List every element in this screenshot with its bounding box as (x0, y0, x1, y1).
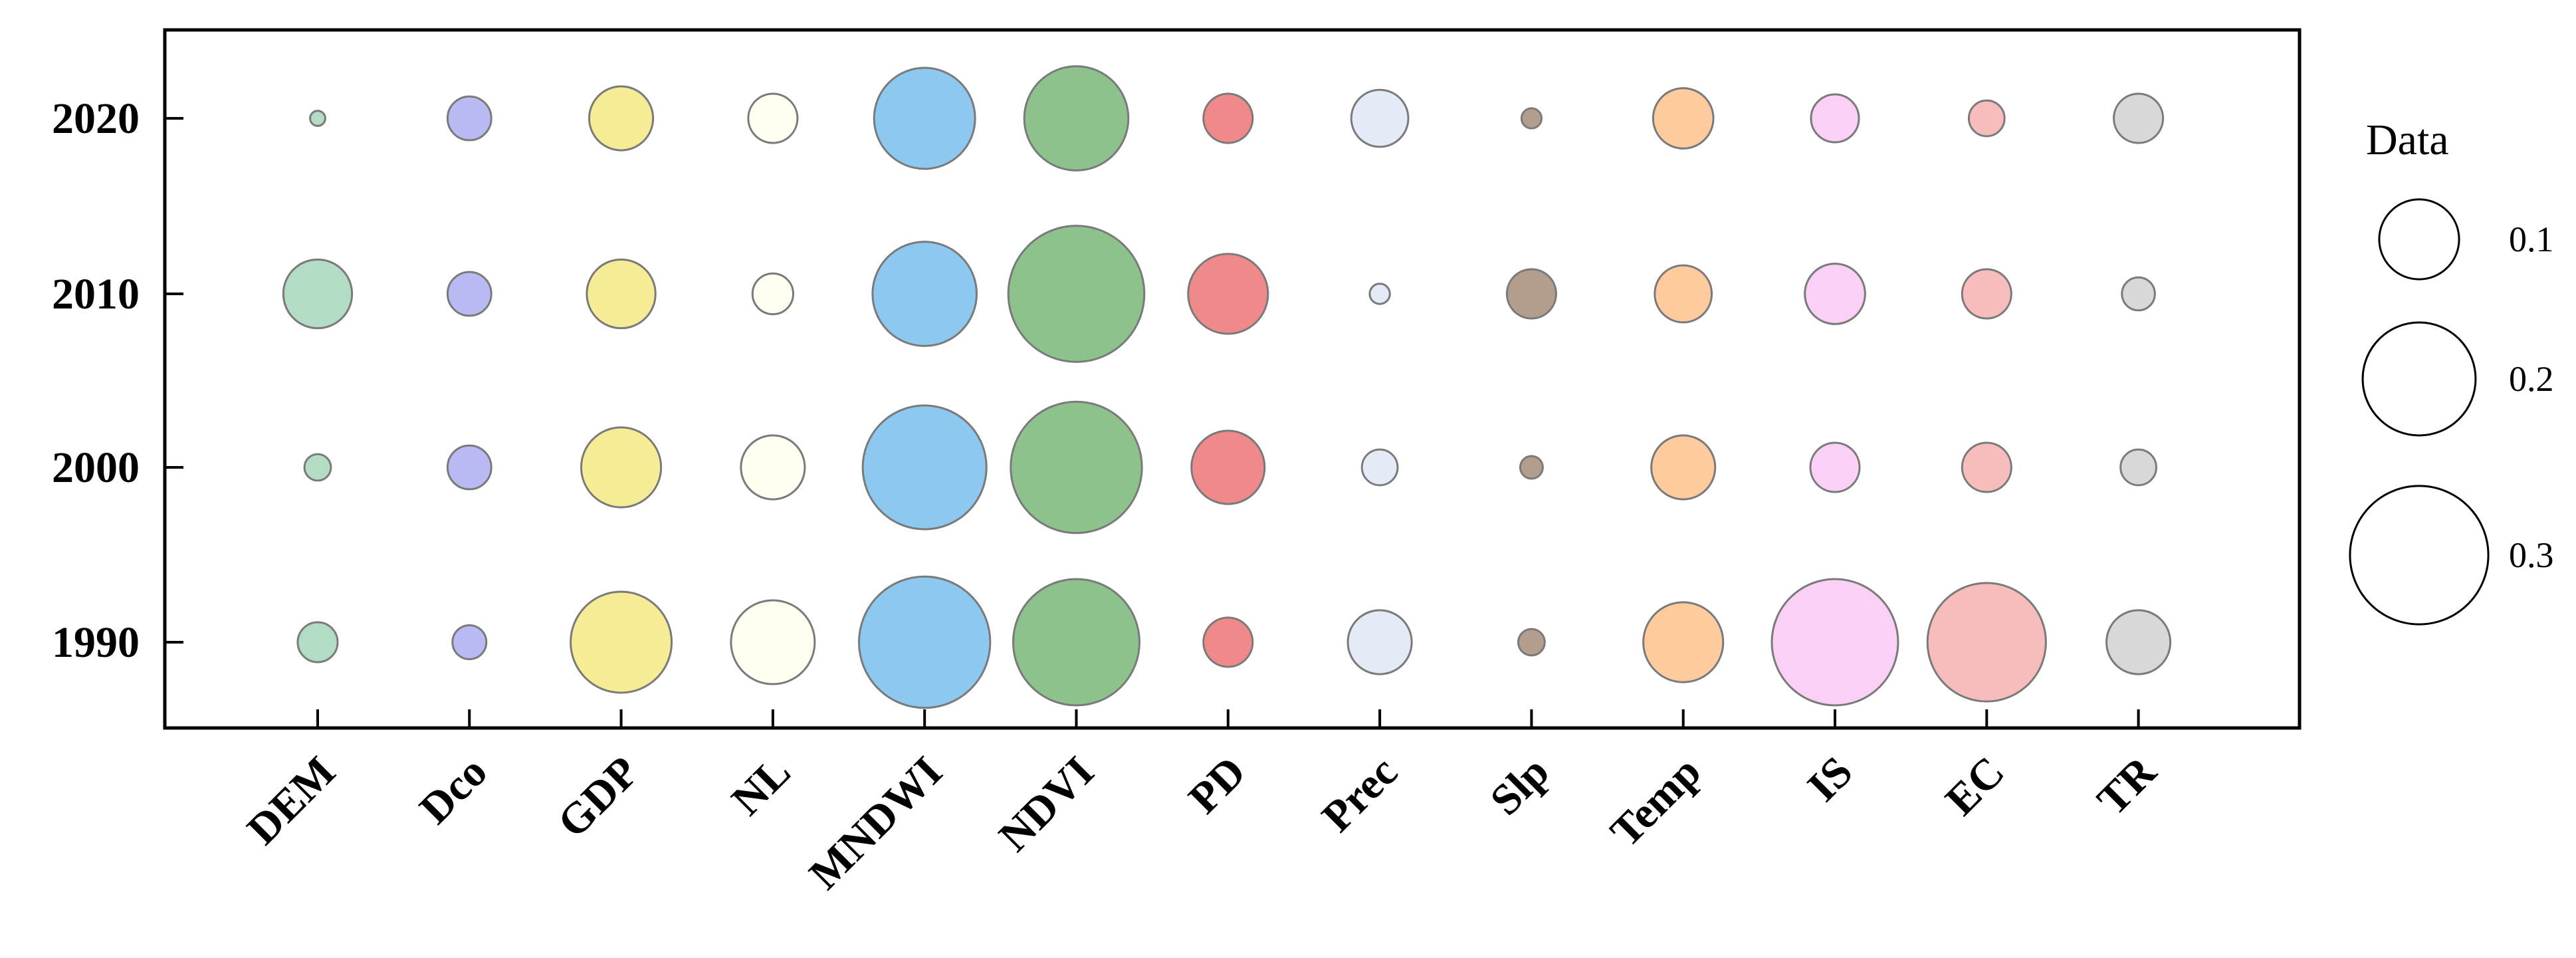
bubble (1012, 578, 1140, 707)
x-tick-label: NL (722, 747, 800, 824)
bubble (751, 272, 795, 316)
legend-label: 0.3 (2509, 535, 2554, 575)
bubble (1517, 628, 1546, 657)
legend: Data 0.1 0.2 0.3 (2349, 116, 2554, 626)
bubble (871, 241, 978, 347)
bubble (588, 85, 655, 152)
bubble (1804, 263, 1866, 325)
bubble (1771, 578, 1899, 707)
bubble (857, 575, 992, 709)
x-tick-label: PD (1180, 747, 1255, 823)
bubble (1010, 400, 1143, 535)
legend-label: 0.2 (2509, 359, 2554, 399)
bubble (1346, 609, 1413, 675)
bubble (1360, 448, 1399, 487)
x-tick-label: IS (1798, 747, 1862, 811)
x-tick-label: Slp (1481, 747, 1558, 824)
bubble (580, 426, 663, 509)
x-tick-label: Prec (1313, 747, 1406, 841)
legend-label: 0.1 (2509, 219, 2554, 259)
plot-area: 1990 2000 2010 2020 DEM Dco GDP NL MNDWI NDVI PD Pr… (52, 28, 2302, 899)
bubble (1505, 268, 1557, 320)
legend-title: Data (2366, 116, 2449, 164)
x-tick-label: DEM (238, 747, 345, 854)
bubble (873, 66, 976, 170)
legend-bubble (2349, 485, 2490, 626)
x-tick-label: TR (2088, 747, 2166, 824)
bubble (446, 95, 492, 142)
x-tick-label: MNDWI (800, 747, 952, 899)
bubble (2105, 609, 2172, 675)
bubble (1187, 253, 1269, 335)
bubble (1202, 92, 1254, 144)
x-tick-label: Temp (1601, 747, 1710, 856)
bubble (451, 624, 488, 660)
bubble (1652, 87, 1715, 150)
bubble (446, 444, 492, 491)
bubble (2119, 448, 2157, 487)
bubble (1190, 429, 1266, 505)
bubble (2121, 276, 2156, 312)
bubble (282, 258, 354, 330)
bubble (1961, 441, 2012, 493)
x-tick-label: Dco (411, 747, 496, 833)
bubble (1023, 65, 1130, 172)
plot-frame (163, 28, 2302, 730)
bubble (1654, 264, 1713, 324)
bubble (309, 110, 326, 127)
bubble (740, 434, 806, 501)
bubble (570, 590, 673, 694)
bubble (1926, 582, 2047, 703)
bubble (861, 404, 988, 531)
bubble (1202, 616, 1254, 668)
bubble (586, 258, 657, 330)
bubble (1007, 225, 1146, 363)
y-tick-label: 2020 (52, 94, 140, 143)
bubble (1967, 99, 2006, 138)
bubble (747, 92, 799, 144)
x-tick-label: GDP (548, 747, 648, 847)
bubble (730, 599, 816, 685)
legend-bubble (2361, 321, 2477, 437)
bubble (1519, 455, 1544, 480)
bubble (1520, 107, 1543, 130)
legend-bubble (2378, 198, 2460, 281)
bubble (1961, 268, 2012, 320)
bubble (303, 453, 332, 482)
bubble (1810, 93, 1860, 144)
bubble (2113, 92, 2165, 144)
bubble (1368, 283, 1391, 305)
x-tick-label: EC (1936, 747, 2013, 824)
bubble (296, 621, 339, 663)
x-tick-label: NDVI (990, 747, 1103, 861)
y-tick-label: 2010 (52, 270, 140, 318)
bubble (1350, 88, 1410, 148)
bubble (446, 271, 492, 317)
bubble (1650, 434, 1717, 501)
bubble (1809, 441, 1861, 493)
y-tick-label: 2000 (52, 443, 140, 492)
bubble (1642, 601, 1725, 683)
y-tick-label: 1990 (52, 618, 140, 667)
